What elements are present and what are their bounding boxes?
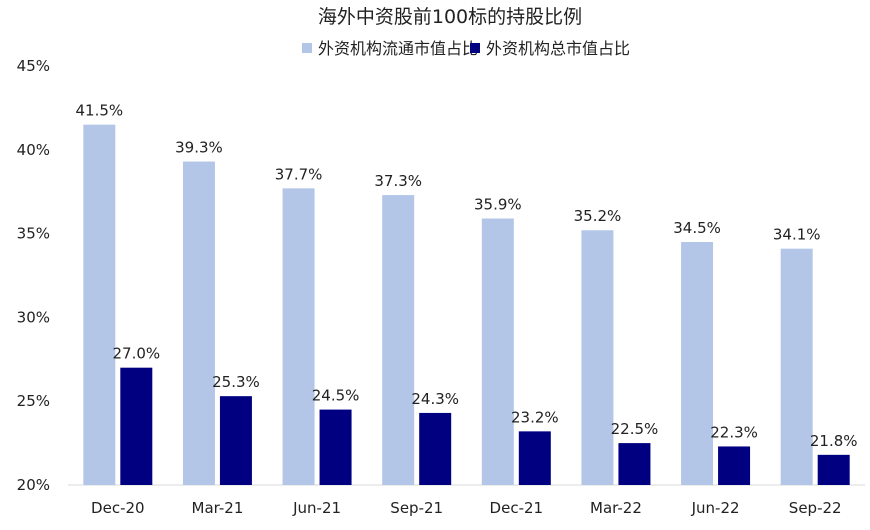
bar-series-2: [718, 446, 751, 485]
x-tick-label: Sep-21: [390, 499, 443, 517]
data-label-series-2: 23.2%: [511, 408, 559, 426]
data-label-series-1: 34.5%: [673, 219, 721, 237]
bar-series-2: [419, 412, 452, 485]
x-axis-labels: Dec-20 Mar-21 Jun-21 Sep-21 Dec-21 Mar-22 Jun-…: [91, 499, 842, 517]
legend-label-series-2: 外资机构总市值占比: [486, 39, 630, 58]
bar-series-1: [83, 124, 116, 485]
x-tick-label: Dec-21: [490, 499, 544, 517]
bar-series-1: [382, 195, 415, 485]
data-label-series-1: 35.9%: [474, 196, 522, 214]
legend-swatch-series-1: [302, 43, 312, 53]
bar-series-1: [481, 218, 514, 486]
bar-series-1: [681, 241, 714, 485]
data-label-series-2: 21.8%: [810, 432, 858, 450]
bar-series-2: [518, 431, 551, 485]
x-tick-label: Sep-22: [789, 499, 842, 517]
bar-series-1: [581, 230, 614, 485]
data-label-series-2: 27.0%: [112, 345, 160, 363]
data-label-series-2: 22.5%: [611, 420, 659, 438]
bar-series-2: [618, 443, 651, 485]
data-label-series-2: 24.5%: [312, 387, 360, 405]
data-label-series-2: 24.3%: [411, 390, 459, 408]
x-tick-label: Jun-21: [292, 499, 341, 517]
bar-series-2: [319, 409, 352, 485]
data-label-series-1: 41.5%: [75, 102, 123, 120]
bar-series-2: [219, 396, 252, 485]
legend-swatch-series-2: [470, 43, 480, 53]
data-label-series-1: 34.1%: [773, 226, 821, 244]
x-tick-label: Mar-21: [192, 499, 244, 517]
y-tick-label: 45%: [17, 57, 50, 75]
legend: 外资机构流通市值占比 外资机构总市值占比: [302, 39, 630, 58]
bar-series-2: [120, 367, 153, 485]
x-tick-label: Dec-20: [91, 499, 145, 517]
y-tick-label: 20%: [17, 476, 50, 494]
y-tick-label: 25%: [17, 392, 50, 410]
bar-series-1: [282, 188, 315, 485]
data-label-series-1: 37.7%: [275, 165, 323, 183]
data-label-series-2: 25.3%: [212, 373, 260, 391]
bar-series-1: [780, 248, 813, 485]
bar-series-1: [182, 161, 215, 486]
chart-title: 海外中资股前100标的持股比例: [318, 6, 582, 28]
data-label-series-1: 37.3%: [374, 172, 422, 190]
y-tick-label: 30%: [17, 308, 50, 326]
y-tick-label: 35%: [17, 225, 50, 243]
bar-series-2: [817, 454, 850, 485]
data-labels: 41.5% 27.0% 39.3% 25.3% 37.7% 24.5% 37.3% 24.3%…: [75, 102, 857, 450]
y-tick-label: 40%: [17, 141, 50, 159]
y-axis-ticks: 20% 25% 30% 35% 40% 45%: [17, 57, 50, 494]
data-label-series-1: 39.3%: [175, 139, 223, 157]
x-tick-label: Mar-22: [590, 499, 642, 517]
data-label-series-2: 22.3%: [710, 423, 758, 441]
legend-label-series-1: 外资机构流通市值占比: [318, 39, 478, 58]
data-label-series-1: 35.2%: [574, 207, 622, 225]
bars: [83, 124, 850, 486]
x-tick-label: Jun-22: [691, 499, 740, 517]
